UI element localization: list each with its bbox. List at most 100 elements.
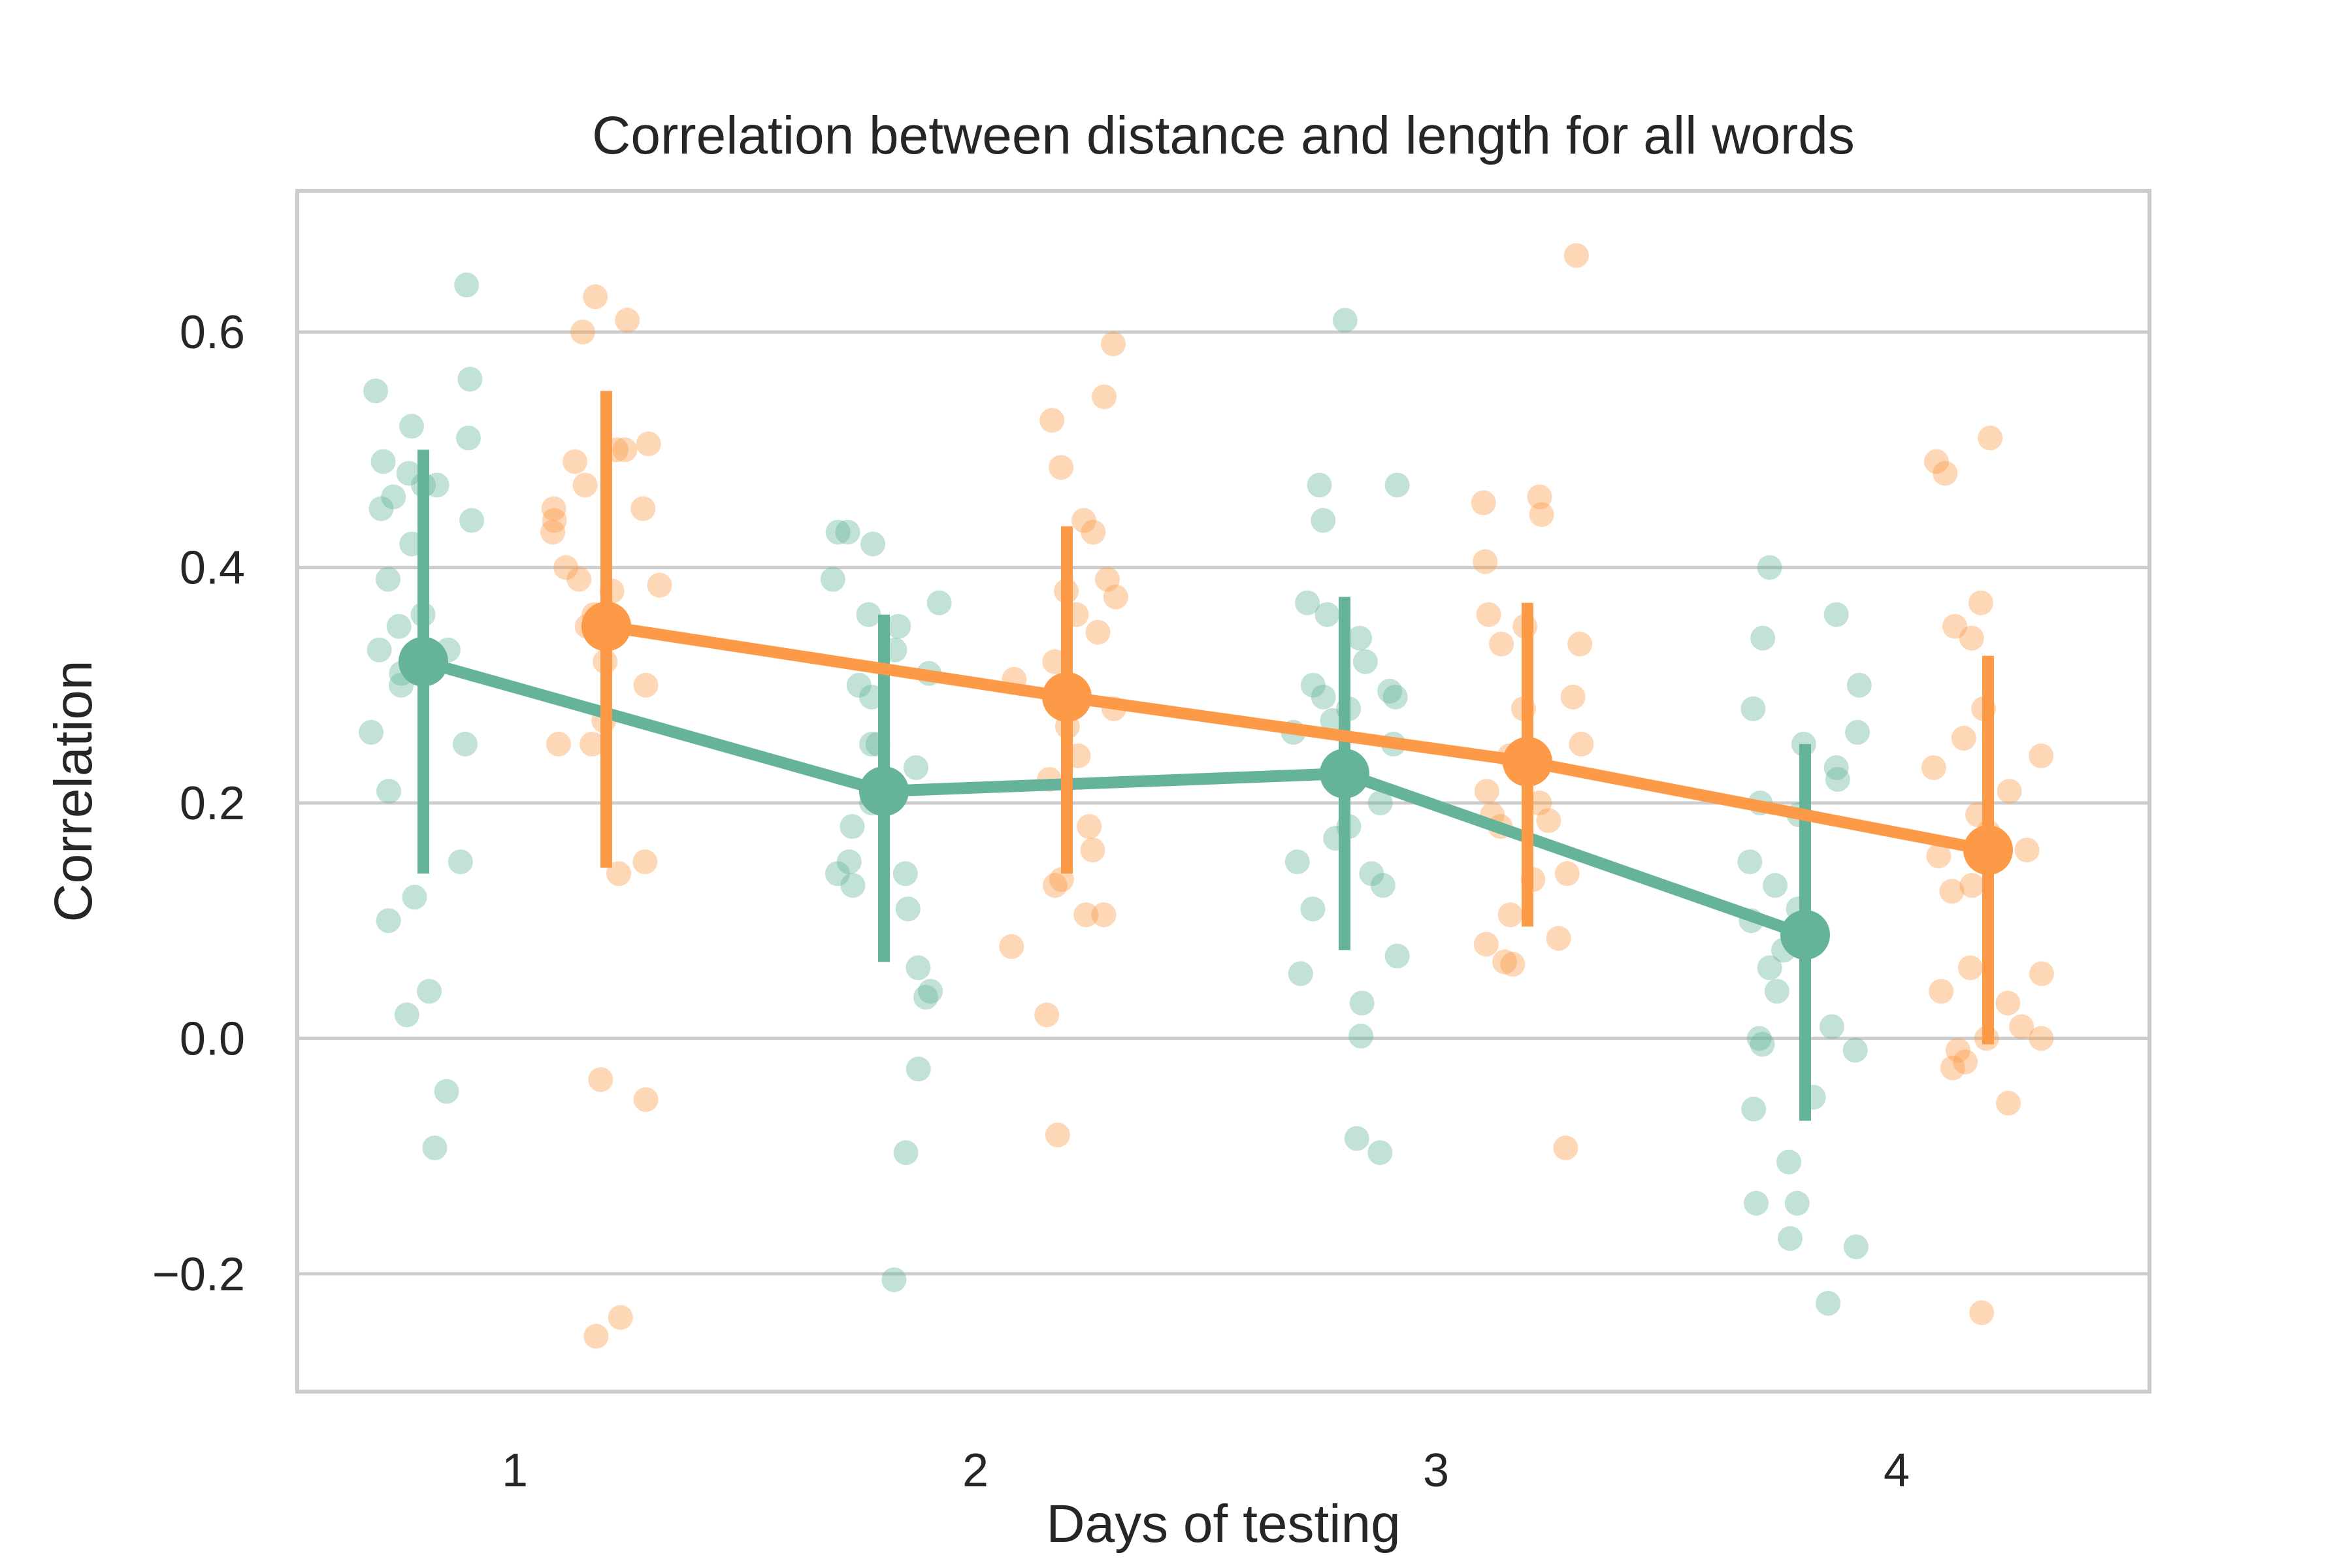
strip-point (630, 496, 656, 521)
strip-point (1995, 990, 2021, 1016)
strip-point (1529, 502, 1554, 527)
strip-point (1284, 849, 1310, 875)
strip-point (1473, 932, 1499, 957)
strip-point (913, 985, 939, 1010)
strip-points (359, 243, 2054, 1349)
strip-point (2029, 743, 2054, 768)
strip-point (546, 731, 571, 757)
strip-point (846, 672, 872, 698)
strip-point (359, 719, 384, 745)
strip-point (1080, 838, 1105, 863)
strip-point (1957, 955, 1983, 981)
x-tick-label: 1 (502, 1445, 528, 1497)
strip-point (904, 755, 929, 780)
strip-point (1497, 902, 1523, 928)
strip-point (1750, 625, 1776, 651)
y-tick-label: 0.0 (180, 1013, 245, 1065)
strip-point (1489, 631, 1514, 657)
strip-point (386, 613, 412, 639)
strip-point (1553, 1135, 1578, 1160)
mean-point (1963, 825, 2013, 875)
strip-point (580, 731, 605, 757)
y-tick-label: 0.6 (180, 306, 245, 359)
strip-point (583, 284, 608, 310)
strip-point (2009, 1014, 2034, 1039)
strip-point (906, 955, 931, 981)
mean-point (859, 766, 909, 816)
strip-point (1959, 873, 1985, 898)
strip-point (459, 508, 485, 533)
strip-point (1352, 649, 1378, 674)
strip-point (636, 431, 661, 457)
strip-point (1474, 779, 1499, 804)
x-tick-label: 3 (1423, 1445, 1449, 1497)
strip-point (1295, 590, 1320, 615)
strip-point (370, 449, 396, 474)
strip-point (1945, 1037, 1970, 1063)
strip-point (825, 861, 850, 887)
strip-point (835, 519, 860, 545)
strip-point (1377, 678, 1403, 704)
strip-point (540, 519, 566, 545)
strip-point (1959, 625, 1984, 651)
strip-point (1384, 943, 1410, 969)
strip-point (1039, 408, 1065, 433)
strip-point (1344, 1126, 1369, 1151)
strip-point (1077, 814, 1102, 840)
strip-point (399, 414, 425, 439)
strip-point (1953, 1049, 1978, 1075)
strip-point (1103, 584, 1128, 610)
strip-point (368, 496, 394, 521)
strip-point (1737, 849, 1763, 875)
strip-point (1567, 631, 1593, 657)
strip-point (1384, 472, 1410, 498)
mean-point (1320, 748, 1369, 798)
strip-point (2029, 961, 2054, 987)
strip-point (895, 896, 921, 922)
strip-point (1926, 843, 1952, 869)
strip-point (1049, 455, 1074, 480)
series-line (421, 656, 1807, 941)
mean-point (1780, 909, 1830, 960)
strip-point (1823, 755, 1849, 780)
strip-point (1776, 1149, 1802, 1175)
strip-point (1034, 1002, 1060, 1028)
strip-point (1095, 566, 1120, 592)
strip-point (1370, 873, 1396, 898)
strip-point (886, 613, 911, 639)
strip-point (1349, 990, 1375, 1016)
strip-point (893, 1140, 919, 1166)
strip-point (1825, 766, 1850, 792)
strip-point (566, 566, 592, 592)
strip-point (859, 684, 885, 710)
strip-point (417, 979, 442, 1004)
strip-point (1473, 549, 1498, 574)
strip-point (1546, 926, 1571, 951)
strip-point (608, 1305, 633, 1330)
strip-point (647, 572, 672, 598)
strip-point (1969, 1300, 1995, 1326)
strip-point (541, 496, 566, 521)
strip-point (422, 1135, 448, 1160)
strip-point (1311, 508, 1336, 533)
strip-point (1819, 1014, 1844, 1039)
strip-point (452, 731, 478, 757)
y-tick-label: −0.2 (152, 1249, 245, 1301)
strip-point (1081, 519, 1106, 545)
strip-point (363, 378, 389, 404)
strip-point (1741, 1096, 1767, 1122)
strip-point (606, 861, 632, 887)
strip-point (434, 1079, 459, 1104)
x-axis-label: Days of testing (1046, 1494, 1400, 1554)
strip-point (633, 1087, 659, 1113)
strip-point (1996, 1090, 2021, 1116)
strip-point (820, 566, 845, 592)
strip-point (1554, 861, 1580, 887)
strip-point (1367, 791, 1393, 816)
mean-point (1503, 736, 1552, 787)
strip-point (859, 731, 885, 757)
strip-point (553, 555, 579, 580)
strip-point (1500, 951, 1526, 977)
strip-point (1347, 625, 1373, 651)
